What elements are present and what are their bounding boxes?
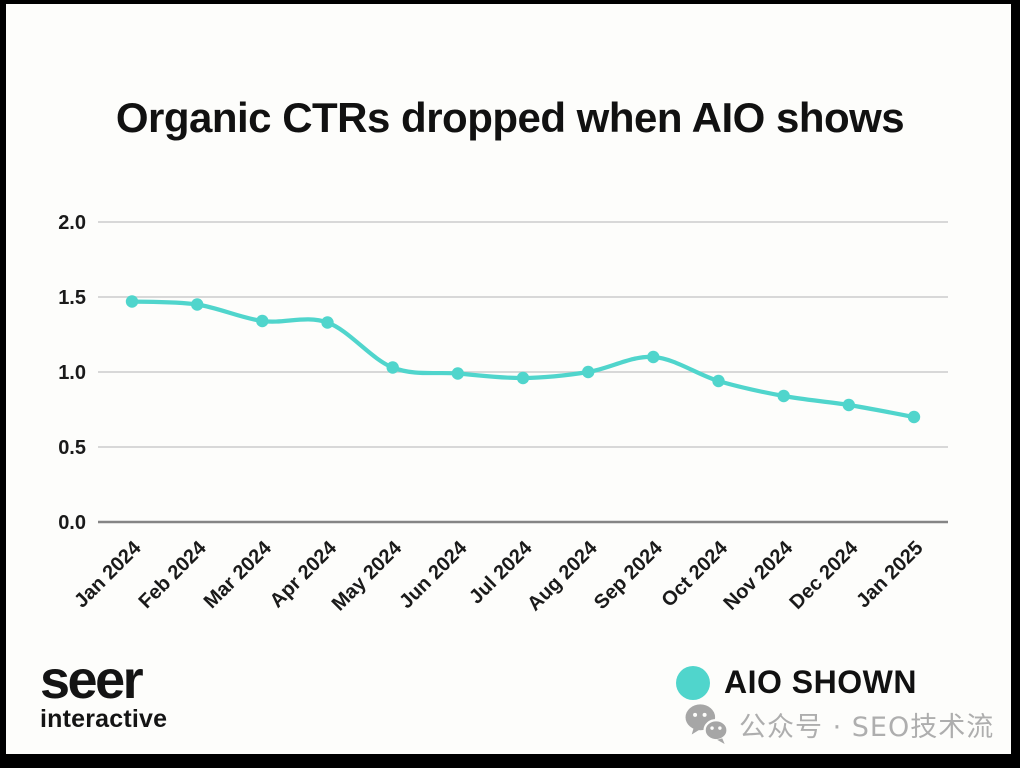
wechat-watermark: 公众号 · SEO技术流 bbox=[684, 703, 994, 745]
x-tick-label: Mar 2024 bbox=[200, 536, 277, 613]
chart-title: Organic CTRs dropped when AIO shows bbox=[115, 94, 905, 141]
legend-label-aio-shown: AIO SHOWN bbox=[724, 664, 917, 700]
data-point bbox=[451, 367, 464, 380]
seer-logo-wordmark: seer bbox=[40, 650, 144, 710]
data-point bbox=[321, 316, 334, 329]
data-point bbox=[777, 389, 790, 403]
chart-line-aio-shown bbox=[129, 299, 917, 420]
y-tick-label: 1.5 bbox=[58, 287, 86, 309]
data-point bbox=[842, 398, 855, 412]
x-tick-label: Aug 2024 bbox=[523, 536, 602, 615]
seer-logo: seer interactive bbox=[40, 650, 168, 733]
seer-logo-subtext: interactive bbox=[40, 704, 168, 733]
x-tick-label: Sep 2024 bbox=[590, 536, 668, 614]
chart-card: Organic CTRs dropped when AIO shows 0.0 0… bbox=[6, 4, 1011, 754]
legend: AIO SHOWN bbox=[676, 664, 917, 701]
data-point bbox=[125, 295, 139, 308]
x-tick-label: Jan 2024 bbox=[70, 536, 146, 612]
watermark-text: 公众号 · SEO技术流 bbox=[739, 711, 995, 743]
data-point bbox=[582, 365, 595, 379]
data-point bbox=[647, 350, 660, 364]
data-point bbox=[516, 371, 530, 385]
data-point bbox=[256, 314, 269, 328]
x-tick-label: Dec 2024 bbox=[785, 536, 863, 614]
data-point bbox=[191, 298, 204, 311]
y-tick-label: 2.0 bbox=[58, 212, 86, 234]
legend-marker-aio-shown bbox=[676, 665, 710, 700]
x-tick-label: Nov 2024 bbox=[720, 536, 798, 614]
data-point bbox=[386, 361, 399, 374]
y-tick-label: 0.5 bbox=[58, 437, 86, 459]
y-tick-label: 1.0 bbox=[58, 362, 86, 384]
x-tick-label: Jan 2025 bbox=[852, 537, 927, 612]
x-tick-label: Jun 2024 bbox=[395, 536, 472, 613]
wechat-icon bbox=[685, 704, 729, 745]
data-point bbox=[712, 374, 725, 388]
x-tick-label: Feb 2024 bbox=[135, 536, 212, 613]
data-point bbox=[907, 410, 921, 424]
x-tick-label: May 2024 bbox=[328, 536, 407, 615]
y-tick-label: 0.0 bbox=[58, 512, 86, 534]
